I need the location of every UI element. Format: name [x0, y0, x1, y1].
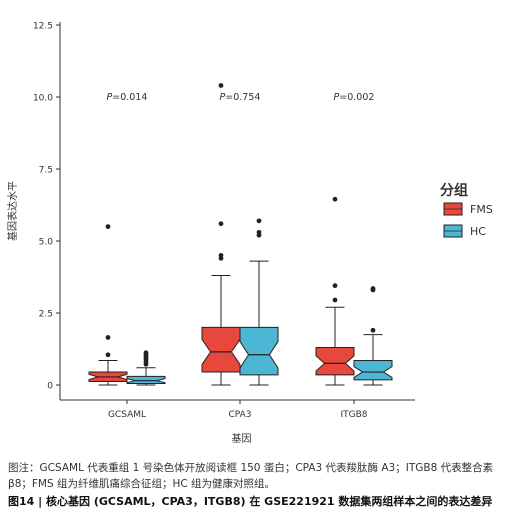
- x-axis-title: 基因: [232, 432, 252, 445]
- outlier-point: [143, 350, 149, 356]
- y-tick-label: 0: [47, 382, 53, 392]
- y-tick-label: 7.5: [39, 166, 53, 176]
- box-hc: [239, 326, 279, 376]
- outlier-point: [256, 229, 262, 235]
- legend-label: FMS: [470, 203, 493, 216]
- box-hc: [126, 375, 166, 385]
- legend-label: HC: [470, 225, 486, 238]
- outlier-point: [105, 335, 111, 340]
- box-fms: [201, 326, 241, 373]
- outlier-point: [218, 221, 224, 227]
- outlier-point: [218, 253, 224, 258]
- figure-caption: 图14 | 核心基因 (GCSAML，CPA3，ITGB8) 在 GSE2219…: [8, 495, 493, 508]
- p-value-label: P=0.014: [107, 92, 148, 103]
- figure-note: 图注：GCSAML 代表重组 1 号染色体开放阅读框 150 蛋白；CPA3 代…: [8, 462, 494, 490]
- outlier-point: [370, 327, 376, 333]
- y-tick-label: 10.0: [33, 94, 53, 104]
- y-tick-label: 5.0: [39, 238, 54, 248]
- boxplot-chart: 0 2.5 5.0 7.5 10.0 12.5 GCSAML CPA3 ITGB8 基因 基因表达水…: [6, 22, 493, 446]
- outlier-point: [332, 196, 338, 202]
- legend-title: 分组: [440, 182, 468, 199]
- y-tick-label: 12.5: [33, 22, 53, 32]
- p-value-label: P=0.002: [334, 92, 375, 103]
- outlier-point: [218, 83, 224, 88]
- x-tick-label: ITGB8: [340, 410, 367, 420]
- outlier-point: [105, 224, 111, 230]
- outlier-point: [332, 283, 338, 289]
- x-tick-label: CPA3: [228, 410, 251, 420]
- box-hc: [353, 360, 393, 381]
- x-tick-label: GCSAML: [108, 410, 146, 420]
- y-axis-title: 基因表达水平: [6, 181, 19, 241]
- outlier-point: [332, 297, 338, 303]
- y-tick-label: 2.5: [39, 310, 53, 320]
- outlier-point: [105, 352, 111, 358]
- outlier-point: [370, 286, 376, 291]
- p-value-label: P=0.754: [220, 92, 261, 103]
- box-fms: [315, 347, 355, 376]
- outlier-point: [256, 218, 262, 224]
